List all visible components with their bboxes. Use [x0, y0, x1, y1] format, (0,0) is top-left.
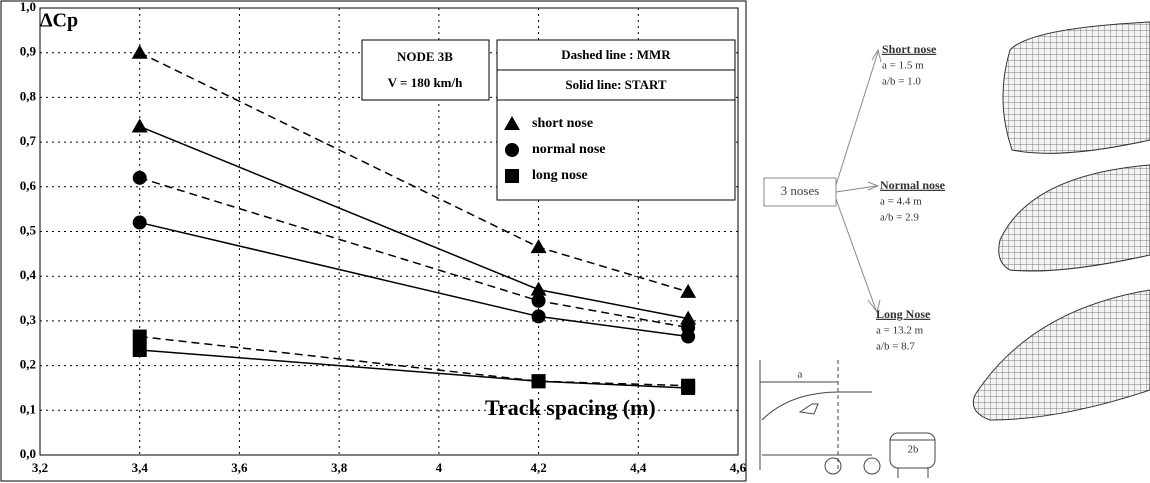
nose-title: Long Nose: [876, 307, 931, 321]
legend-dashed: Dashed line : MMR: [561, 47, 671, 62]
speed-label: V = 180 km/h: [388, 75, 463, 90]
marker: [132, 342, 147, 357]
note-box: [361, 39, 490, 101]
x-tick-label: 4: [436, 460, 443, 475]
nose-ratio: a/b = 2.9: [880, 212, 919, 224]
nose-ratio: a/b = 8.7: [876, 341, 915, 353]
marker: [531, 374, 546, 389]
marker: [531, 293, 546, 308]
train-sketch: [759, 360, 936, 478]
y-tick-label: 0,5: [20, 222, 37, 237]
y-tick-label: 0,1: [20, 401, 36, 416]
y-tick-label: 0,4: [20, 267, 37, 282]
y-tick-label: 0,6: [20, 178, 37, 193]
x-axis-label: Track spacing (m): [485, 395, 656, 420]
nose-a: a = 1.5 m: [882, 60, 924, 72]
x-tick-label: 3,4: [132, 460, 149, 475]
marker: [132, 329, 147, 344]
nose-title: Short nose: [882, 42, 937, 56]
marker: [504, 116, 520, 130]
legend-label: long nose: [532, 168, 588, 183]
legend-label: normal nose: [532, 142, 606, 157]
marker: [681, 380, 696, 395]
dim-b: 2b: [908, 444, 920, 456]
marker: [530, 239, 547, 254]
y-tick-label: 1,0: [20, 0, 36, 14]
y-tick-label: 0,2: [20, 357, 36, 372]
x-tick-label: 3,8: [331, 460, 348, 475]
marker: [680, 283, 697, 298]
y-tick-label: 0,7: [20, 133, 37, 148]
nose-title: Normal nose: [880, 178, 946, 192]
short-nose-model: [1002, 21, 1150, 154]
x-tick-label: 3,2: [32, 460, 48, 475]
dim-a: a: [798, 369, 803, 381]
y-axis-label: ΔCp: [40, 10, 78, 32]
marker: [131, 118, 148, 133]
normal-nose-model: [998, 164, 1150, 272]
marker: [505, 169, 519, 183]
marker: [531, 309, 546, 324]
marker: [680, 310, 697, 325]
marker: [131, 44, 148, 59]
diagram: 3 noses Short nose a = 1.5 m a/b = 1.0 N…: [759, 21, 1150, 478]
marker: [132, 170, 147, 185]
y-tick-label: 0,3: [20, 312, 37, 327]
connector: [835, 51, 879, 311]
x-tick-label: 3,6: [231, 460, 248, 475]
legend-solid: Solid line: START: [565, 77, 666, 92]
y-tick-label: 0,9: [20, 44, 37, 59]
mmr-line: [139, 335, 689, 387]
arrowhead: [867, 48, 882, 314]
x-tick-label: 4,4: [630, 460, 647, 475]
marker: [681, 329, 696, 344]
y-tick-label: 0,0: [20, 446, 36, 461]
long-nose-model: [972, 289, 1150, 421]
y-tick-label: 0,8: [20, 88, 37, 103]
center-label: 3 noses: [781, 183, 820, 198]
center-box: [763, 177, 837, 207]
x-tick-label: 4,2: [530, 460, 546, 475]
marker: [530, 281, 547, 296]
chart: 0,0 0,1 0,2 0,3 0,4 0,5 0,6 0,7 0,8 0,9 1,0 3,2 3,4 3…: [20, 0, 747, 475]
plot-frame: [39, 7, 739, 456]
x-tick-label: 4,6: [730, 460, 747, 475]
nose-a: a = 4.4 m: [880, 196, 922, 208]
node-label: NODE 3B: [397, 49, 453, 64]
legend-box: [496, 39, 736, 201]
nose-a: a = 13.2 m: [876, 325, 924, 337]
nose-ratio: a/b = 1.0: [882, 76, 921, 88]
legend-label: short nose: [532, 116, 593, 131]
marker: [132, 215, 147, 230]
marker: [505, 143, 519, 157]
